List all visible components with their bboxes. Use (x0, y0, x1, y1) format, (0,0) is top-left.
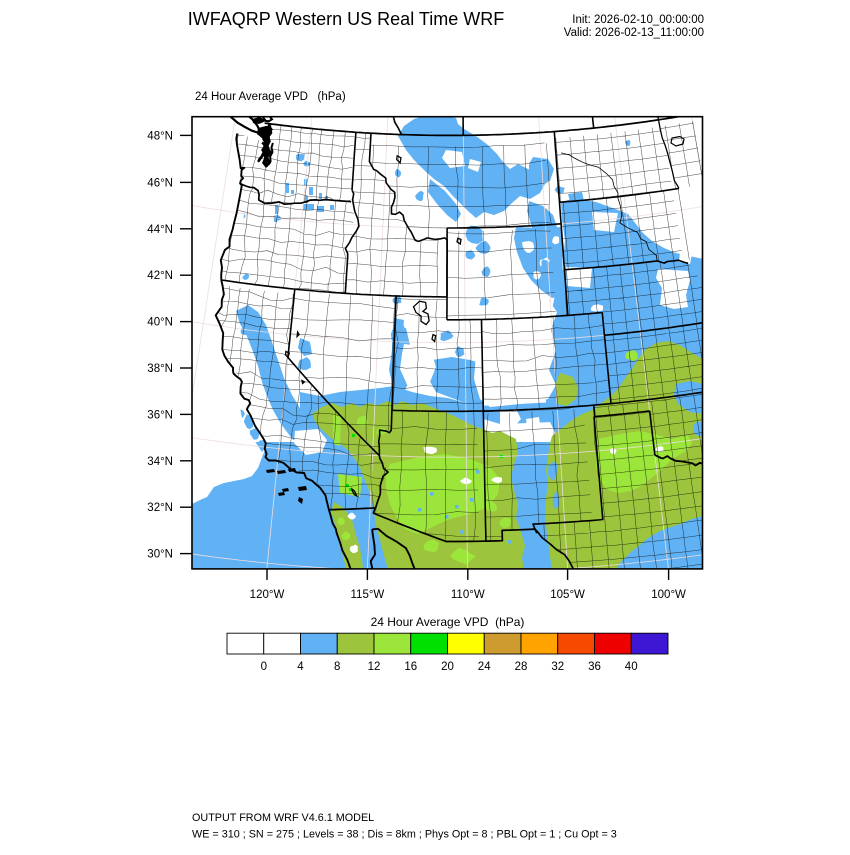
svg-text:16: 16 (404, 661, 417, 673)
svg-text:40°N: 40°N (147, 317, 173, 329)
svg-text:24 Hour Average VPD (hPa): 24 Hour Average VPD (hPa) (195, 91, 346, 103)
svg-text:IWFAQRP Western US Real Time W: IWFAQRP Western US Real Time WRF (188, 9, 504, 29)
svg-text:28: 28 (515, 661, 528, 673)
svg-text:Valid: 2026-02-13_11:00:00: Valid: 2026-02-13_11:00:00 (564, 27, 704, 39)
svg-text:20: 20 (441, 661, 454, 673)
svg-text:38°N: 38°N (147, 363, 173, 375)
svg-text:24 Hour Average VPD (hPa): 24 Hour Average VPD (hPa) (371, 615, 525, 629)
svg-text:42°N: 42°N (147, 270, 173, 282)
svg-text:36°N: 36°N (147, 409, 173, 421)
svg-text:WE = 310 ; SN = 275 ; Levels =: WE = 310 ; SN = 275 ; Levels = 38 ; Dis … (192, 829, 617, 841)
svg-text:44°N: 44°N (147, 224, 173, 236)
svg-text:100°W: 100°W (651, 589, 686, 601)
svg-text:110°W: 110°W (451, 589, 485, 601)
svg-text:24: 24 (478, 661, 491, 673)
svg-text:0: 0 (261, 661, 267, 673)
svg-text:12: 12 (368, 661, 381, 673)
svg-text:34°N: 34°N (147, 456, 173, 468)
svg-text:32: 32 (551, 661, 564, 673)
svg-text:105°W: 105°W (550, 589, 585, 601)
svg-text:8: 8 (334, 661, 340, 673)
svg-text:115°W: 115°W (351, 589, 385, 601)
svg-text:48°N: 48°N (147, 130, 173, 142)
svg-text:46°N: 46°N (147, 177, 173, 189)
svg-text:40: 40 (625, 661, 638, 673)
svg-text:32°N: 32°N (147, 502, 173, 514)
svg-text:Init: 2026-02-10_00:00:00: Init: 2026-02-10_00:00:00 (572, 14, 704, 26)
svg-text:30°N: 30°N (147, 549, 173, 561)
svg-text:36: 36 (588, 661, 601, 673)
svg-text:OUTPUT FROM WRF V4.6.1 MODEL: OUTPUT FROM WRF V4.6.1 MODEL (192, 812, 374, 824)
svg-text:120°W: 120°W (250, 589, 285, 601)
svg-text:4: 4 (297, 661, 304, 673)
